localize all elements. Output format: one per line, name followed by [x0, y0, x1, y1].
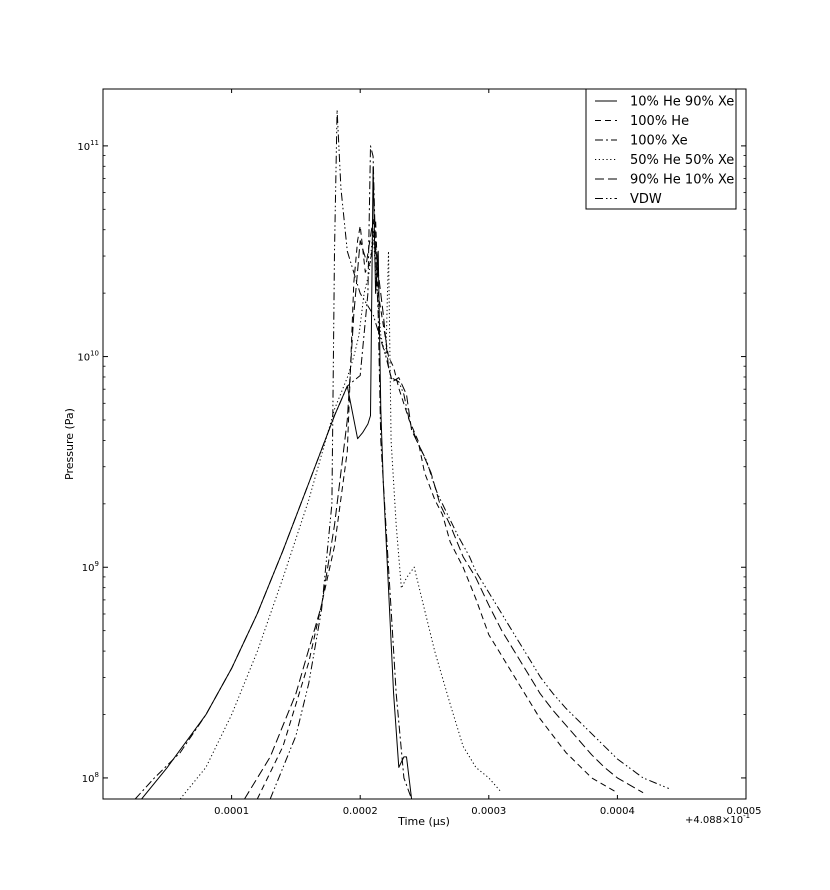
legend: 10% He 90% Xe 100% He 100% Xe 50% He 50% Xe… [585, 88, 737, 210]
series-line-2 [256, 219, 618, 799]
legend-entry-1: 10% He 90% Xe [630, 95, 734, 110]
axis-ticks: 0.0001 0.0002 0.0003 0.0004 0.0005 108 109 1010… [77, 89, 762, 817]
legend-entry-5: 90% He 10% Xe [630, 173, 734, 188]
x-offset-label: +4.088×10-1 [685, 812, 750, 826]
x-tick-label: 0.0001 [214, 806, 249, 817]
legend-entry-6: VDW [630, 192, 662, 207]
y-tick-label: 1010 [77, 350, 99, 364]
legend-box [585, 88, 737, 210]
x-offset-base: +4.088×10 [685, 815, 743, 826]
x-tick-label: 0.0003 [471, 806, 506, 817]
x-offset-exponent: -1 [743, 812, 750, 820]
x-tick-label: 0.0004 [600, 806, 635, 817]
series-line-6 [269, 109, 669, 799]
y-tick-label: 1011 [77, 139, 99, 153]
y-axis-label: Pressure (Pa) [63, 408, 76, 480]
y-tick-label: 109 [82, 560, 99, 574]
x-tick-label: 0.0002 [343, 806, 378, 817]
x-axis-label: Time (μs) [397, 815, 450, 828]
x-tick-label: 0.0005 [727, 806, 762, 817]
series-line-3 [134, 145, 413, 799]
y-tick-label: 108 [82, 771, 99, 785]
chart-marks [134, 109, 669, 799]
series-line-4 [179, 229, 503, 799]
legend-entry-3: 100% Xe [630, 134, 688, 149]
legend-entry-2: 100% He [630, 114, 689, 129]
legend-entry-4: 50% He 50% Xe [630, 153, 734, 168]
